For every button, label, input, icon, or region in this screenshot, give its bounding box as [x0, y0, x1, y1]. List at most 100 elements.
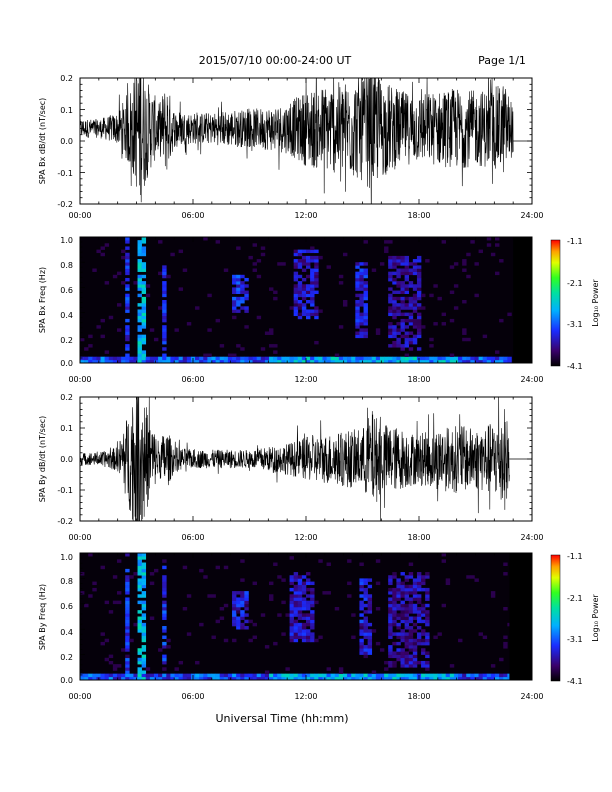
spectrogram-cell	[260, 246, 266, 250]
spectrogram-cell	[162, 340, 167, 345]
spectrogram-cell	[166, 645, 171, 649]
spectrogram-cell	[388, 648, 393, 652]
spectrogram-cell	[404, 626, 410, 630]
spectrogram-cell	[306, 572, 311, 576]
spectrogram-cell	[256, 356, 262, 361]
spectrogram-cell	[137, 315, 142, 320]
spectrogram-cell	[416, 600, 422, 605]
spectrogram-cell	[314, 638, 319, 643]
spectrogram-cell	[203, 359, 208, 364]
spectrogram-cell	[392, 265, 397, 269]
spectrogram-cell	[396, 255, 401, 260]
spectrogram-cell	[293, 274, 299, 279]
spectrogram-cell	[141, 616, 147, 620]
spectrogram-cell	[92, 581, 97, 586]
spectrogram-cell	[495, 271, 500, 276]
spectrogram-cell	[158, 240, 163, 244]
spectrogram-cell	[158, 271, 163, 276]
spectrogram-cell	[416, 293, 422, 298]
spectrogram-cell	[137, 243, 142, 247]
spectrogram-cell	[248, 359, 253, 364]
spectrogram-cell	[437, 632, 442, 636]
spectrogram-cell	[314, 315, 319, 320]
spectrogram-cell	[301, 638, 307, 643]
spectrogram-cell	[425, 359, 430, 364]
colorbar-tick-label: -4.1	[567, 362, 583, 371]
spectrogram-cell	[104, 350, 110, 354]
spectrogram-cell	[306, 594, 311, 598]
spectrogram-cell	[404, 356, 410, 361]
spectrogram-cell	[392, 259, 397, 263]
spectrogram-cell	[297, 300, 303, 304]
spectrogram-cell	[408, 657, 414, 662]
spectrogram-cell	[96, 356, 101, 361]
spectrogram-cell	[289, 622, 294, 627]
spectrogram-cell	[211, 676, 216, 681]
spectrogram-cell	[240, 300, 245, 304]
spectrogram-cell	[100, 676, 105, 681]
spectrogram-cell	[396, 328, 401, 332]
spectrogram-cell	[244, 591, 249, 595]
spectrogram-cell	[400, 281, 405, 285]
spectrogram-cell	[80, 673, 85, 678]
spectrogram-cell	[355, 315, 360, 320]
spectrogram-cell	[367, 603, 373, 608]
spectrogram-cell	[108, 359, 114, 364]
spectrogram-cell	[215, 565, 221, 570]
spectrogram-cell	[342, 300, 348, 304]
spectrogram-cell	[400, 600, 405, 605]
spectrogram-cell	[396, 312, 401, 317]
spectrogram-cell	[363, 328, 368, 332]
spectrogram-cell	[359, 578, 364, 582]
y-tick-label: 0.6	[60, 286, 73, 295]
spectrogram-cell	[429, 676, 434, 681]
spectrogram-cell	[153, 673, 159, 678]
spectrogram-cell	[445, 356, 451, 361]
spectrogram-cell	[306, 356, 311, 361]
spectrogram-cell	[429, 673, 434, 678]
spectrogram-cell	[207, 359, 212, 364]
spectrogram-cell	[445, 676, 451, 681]
spectrogram-cell	[507, 359, 512, 364]
spectrogram-cell	[236, 622, 241, 627]
spectrogram-cell	[125, 309, 130, 313]
spectrogram-cell	[404, 651, 410, 655]
spectrogram-cell	[108, 654, 114, 659]
spectrogram-cell	[137, 353, 142, 357]
spectrogram-cell	[384, 676, 389, 681]
spectrogram-cell	[281, 356, 286, 361]
spectrogram-cell	[153, 568, 159, 573]
spectrogram-cell	[174, 676, 179, 681]
spectrogram-cell	[236, 591, 241, 595]
x-tick-label: 24:00	[520, 211, 543, 220]
spectrogram-cell	[125, 600, 130, 605]
colorbar-label: Log₁₀ Power	[591, 279, 600, 327]
spectrogram-cell	[429, 337, 434, 342]
spectrogram-cell	[416, 303, 422, 307]
spectrogram-cell	[359, 287, 364, 291]
spectrogram-cell	[400, 657, 405, 662]
spectrogram-cell	[495, 673, 500, 678]
spectrogram-cell	[499, 676, 504, 681]
spectrogram-cell	[310, 300, 315, 304]
spectrogram-cell	[252, 676, 257, 681]
spectrogram-cell	[88, 673, 93, 678]
spectrogram-cell	[363, 626, 368, 630]
spectrogram-cell	[503, 562, 508, 566]
spectrogram-cell	[293, 626, 299, 630]
spectrogram-cell	[236, 284, 241, 288]
spectrogram-cell	[162, 575, 167, 579]
spectrogram-cell	[404, 268, 410, 272]
spectrogram-cell	[137, 676, 142, 681]
spectrogram-cell	[363, 616, 368, 620]
spectrogram-cell	[232, 673, 237, 678]
spectrogram-cell	[223, 268, 229, 272]
spectrogram-cell	[396, 648, 401, 652]
spectrogram-cell	[244, 277, 249, 282]
spectrogram-cell	[162, 578, 167, 582]
spectrogram-cell	[359, 581, 364, 586]
spectrogram-cell	[314, 673, 319, 678]
spectrogram-cell	[375, 676, 381, 681]
spectrogram-cell	[162, 591, 167, 595]
spectrogram-cell	[301, 268, 307, 272]
